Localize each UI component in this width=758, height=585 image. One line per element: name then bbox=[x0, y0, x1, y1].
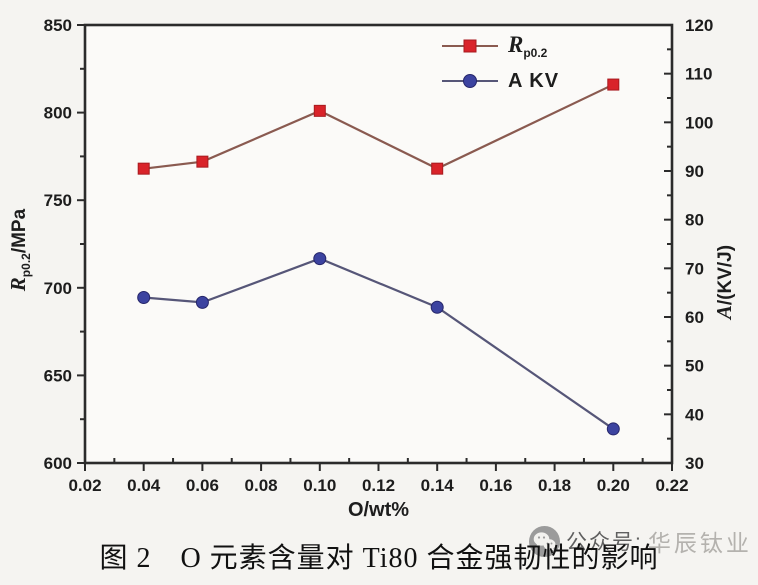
y-left-tick-label: 650 bbox=[44, 366, 72, 385]
y-axis-label-left-unit: /MPa bbox=[9, 208, 30, 254]
y-right-tick-label: 120 bbox=[685, 16, 713, 35]
y-axis-label-left-symbol: R bbox=[6, 277, 30, 292]
watermark-prefix: 公众号: bbox=[566, 531, 643, 554]
y-axis-label-right-unit: /(KV/J) bbox=[715, 244, 736, 306]
legend-label-rp02-main: R bbox=[508, 32, 524, 57]
y-left-tick-label: 850 bbox=[44, 16, 72, 35]
y-right-tick-label: 50 bbox=[685, 357, 704, 376]
chart: 0.02 0.04 0.06 0.08 0.10 0.12 0.14 0.16 0.18 0.20… bbox=[44, 16, 714, 495]
x-tick-label: 0.18 bbox=[538, 476, 571, 495]
wechat-icon bbox=[529, 525, 560, 557]
y-right-tick-label: 80 bbox=[685, 211, 704, 230]
plot-frame bbox=[83, 23, 674, 465]
legend-item-akv: A KV bbox=[442, 67, 559, 95]
y-right-tick-label: 100 bbox=[685, 113, 713, 132]
y-right-tick-label: 110 bbox=[685, 65, 712, 84]
y-right-tick-label: 40 bbox=[685, 405, 704, 424]
x-tick-label: 0.14 bbox=[421, 476, 455, 495]
x-tick-label: 0.20 bbox=[597, 476, 630, 495]
legend-label-akv: A KV bbox=[508, 69, 560, 92]
figure-caption: 图 2 O 元素含量对 Ti80 合金强韧性的影响 bbox=[99, 543, 659, 574]
x-tick-label: 0.16 bbox=[479, 476, 512, 495]
y-left-tick-label: 800 bbox=[44, 104, 72, 123]
series-rp02-marker bbox=[313, 104, 326, 117]
legend-marker-rp02-square bbox=[463, 39, 477, 53]
y-left-tick-label: 600 bbox=[44, 454, 72, 473]
y-right-tick-label: 60 bbox=[685, 308, 704, 327]
legend-line-akv bbox=[442, 74, 498, 88]
x-tick-label: 0.08 bbox=[245, 476, 278, 495]
y-right-tick-label: 30 bbox=[685, 454, 704, 473]
y-axis-label-right: A/(KV/J) bbox=[712, 182, 740, 382]
y-right-tick-label: 70 bbox=[685, 259, 704, 278]
x-tick-label: 0.04 bbox=[127, 476, 161, 495]
x-tick-label: 0.10 bbox=[303, 476, 336, 495]
y-axis-label-right-symbol: A bbox=[712, 305, 736, 320]
x-tick-label: 0.12 bbox=[362, 476, 395, 495]
series-akv-marker bbox=[195, 295, 209, 309]
y-axis-label-left: Rp0.2/MPa bbox=[6, 150, 34, 350]
x-tick-label: 0.06 bbox=[186, 476, 219, 495]
series-rp02-marker bbox=[607, 78, 620, 91]
legend-line-rp02 bbox=[442, 39, 498, 53]
y-left-tick-label: 750 bbox=[44, 191, 72, 210]
series-akv-marker bbox=[606, 422, 620, 436]
x-axis-label: O/wt% bbox=[347, 499, 410, 521]
legend: Rp0.2 A KV bbox=[442, 32, 559, 95]
watermark: 公众号: 华辰钛业 bbox=[528, 524, 752, 558]
series-rp02-marker bbox=[431, 162, 444, 175]
series-akv-marker bbox=[137, 291, 151, 305]
legend-marker-akv-circle bbox=[463, 74, 477, 88]
y-axis-label-left-sub: p0.2 bbox=[18, 253, 33, 278]
series-rp02-marker bbox=[137, 162, 150, 175]
y-left-tick-label: 700 bbox=[44, 279, 72, 298]
series-rp02-marker bbox=[196, 155, 209, 168]
x-tick-label: 0.02 bbox=[68, 476, 101, 495]
watermark-name: 华辰钛业 bbox=[647, 530, 752, 556]
y-right-tick-label: 90 bbox=[685, 162, 704, 181]
legend-item-rp02: Rp0.2 bbox=[442, 32, 559, 60]
legend-label-rp02: Rp0.2 bbox=[508, 32, 547, 60]
x-tick-label: 0.22 bbox=[655, 476, 688, 495]
series-akv-marker bbox=[313, 252, 327, 266]
series-akv-marker bbox=[430, 300, 444, 314]
legend-label-rp02-sub: p0.2 bbox=[523, 46, 548, 60]
